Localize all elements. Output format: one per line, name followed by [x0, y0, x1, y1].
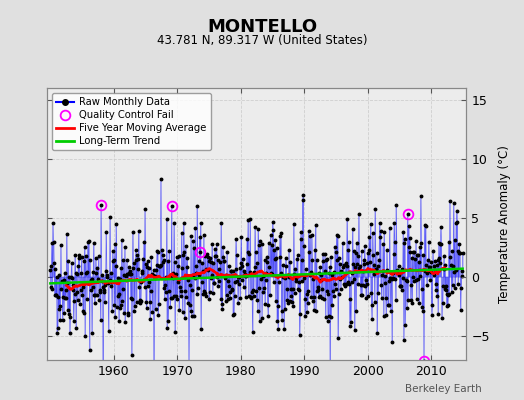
Text: 43.781 N, 89.317 W (United States): 43.781 N, 89.317 W (United States): [157, 34, 367, 47]
Text: MONTELLO: MONTELLO: [207, 18, 317, 36]
Legend: Raw Monthly Data, Quality Control Fail, Five Year Moving Average, Long-Term Tren: Raw Monthly Data, Quality Control Fail, …: [52, 93, 211, 150]
Text: Berkeley Earth: Berkeley Earth: [406, 384, 482, 394]
Y-axis label: Temperature Anomaly (°C): Temperature Anomaly (°C): [498, 145, 511, 303]
